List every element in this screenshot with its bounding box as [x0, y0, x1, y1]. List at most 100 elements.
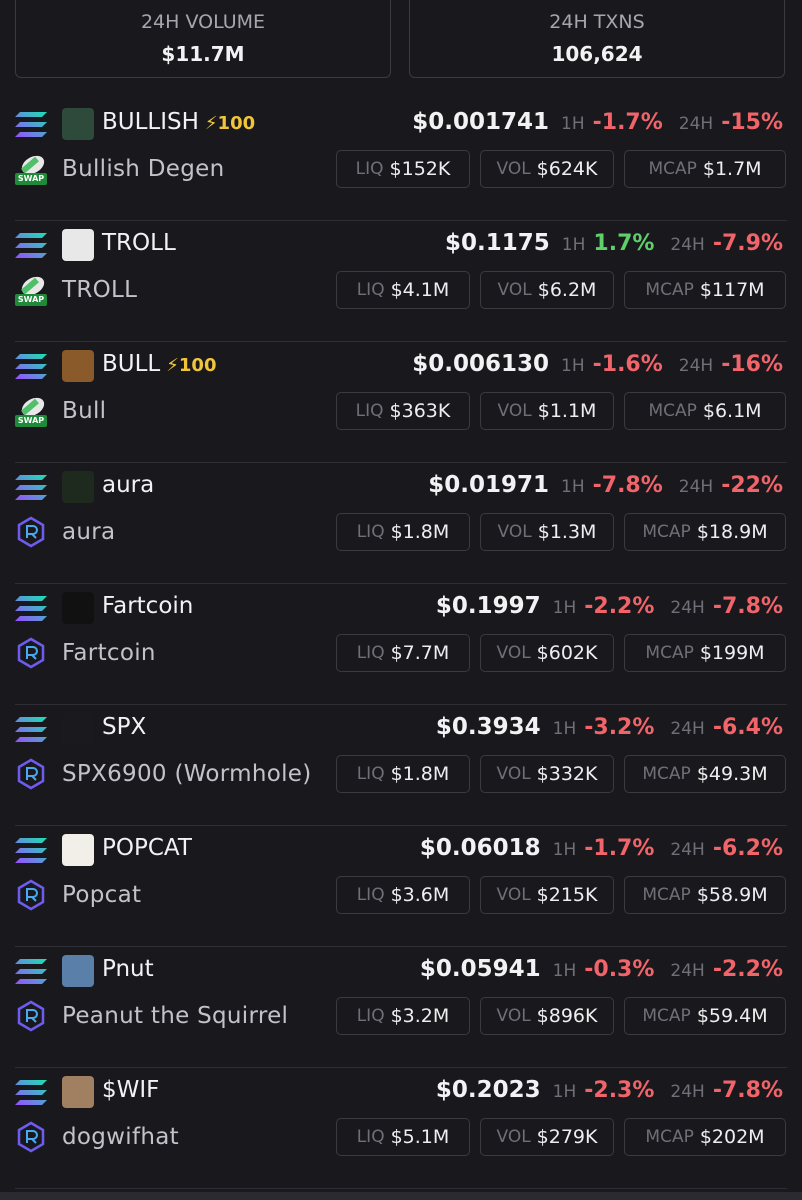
- dex-icon: [15, 879, 47, 911]
- timeframe-label: 24H: [678, 477, 714, 497]
- token-symbol: BULLISH ⚡100: [102, 109, 256, 135]
- token-row[interactable]: $WIF $0.2023 1H -2.3% 24H -7.8% dogwifhat LIQ $5…: [0, 1068, 802, 1189]
- timeframe-label: 24H: [670, 719, 705, 739]
- token-row[interactable]: SWAP TROLL $0.1175 1H 1.7% 24H -7.9% TROLL LIQ $4…: [0, 221, 802, 342]
- token-row[interactable]: Pnut $0.05941 1H -0.3% 24H -2.2% Peanut the Sq…: [0, 947, 802, 1068]
- price-stats: $0.06018 1H -1.7% 24H -6.2%: [420, 835, 783, 861]
- chain-icon: [15, 111, 47, 139]
- token-row[interactable]: SPX $0.3934 1H -3.2% 24H -6.4% SPX6900 (Wormho…: [0, 705, 802, 826]
- row-separator: [15, 341, 787, 342]
- timeframe-label: 1H: [561, 356, 585, 376]
- dex-icon: SWAP: [15, 274, 47, 306]
- liq-pill: LIQ $152K: [336, 150, 470, 188]
- token-symbol: POPCAT: [102, 835, 192, 861]
- token-symbol: $WIF: [102, 1077, 160, 1103]
- timeframe-label: 1H: [552, 961, 577, 981]
- timeframe-label: 24H: [670, 840, 705, 860]
- chain-icon: [15, 353, 47, 381]
- token-row[interactable]: POPCAT $0.06018 1H -1.7% 24H -6.2% Popcat LIQ $3…: [0, 826, 802, 947]
- token-avatar: [62, 1076, 94, 1108]
- pill-label: LIQ: [356, 1006, 385, 1026]
- chain-icon: [15, 958, 47, 986]
- token-price: $0.001741: [412, 109, 550, 135]
- pill-value: $5.1M: [390, 1126, 450, 1148]
- token-row[interactable]: aura $0.01971 1H -7.8% 24H -22% aura LIQ $1.8M VO…: [0, 463, 802, 584]
- stat-value: 106,624: [551, 42, 643, 66]
- token-avatar: [62, 350, 94, 382]
- token-symbol: TROLL: [102, 230, 176, 256]
- pill-value: $117M: [699, 279, 765, 301]
- pill-label: LIQ: [356, 643, 385, 663]
- price-stats: $0.05941 1H -0.3% 24H -2.2%: [420, 956, 783, 982]
- pill-label: MCAP: [645, 1127, 694, 1147]
- token-avatar: [62, 592, 94, 624]
- timeframe-label: 1H: [552, 598, 577, 618]
- pill-value: $1.8M: [390, 763, 450, 785]
- dex-icon: [15, 637, 47, 669]
- row-separator: [15, 583, 787, 584]
- liq-pill: LIQ $1.8M: [336, 755, 470, 793]
- pill-value: $1.8M: [390, 521, 450, 543]
- price-stats: $0.01971 1H -7.8% 24H -22%: [428, 472, 783, 498]
- mcap-pill: MCAP $58.9M: [624, 876, 786, 914]
- change-1h: -2.3%: [584, 1078, 655, 1103]
- row-separator: [15, 825, 787, 826]
- change-1h: -7.8%: [592, 473, 663, 498]
- token-name: Peanut the Squirrel: [62, 1003, 289, 1029]
- token-name: SPX6900 (Wormhole): [62, 761, 312, 787]
- token-name: Bullish Degen: [62, 156, 225, 182]
- pill-value: $602K: [536, 642, 598, 664]
- change-24h: -16%: [721, 352, 783, 377]
- vol-pill: VOL $624K: [480, 150, 614, 188]
- price-stats: $0.2023 1H -2.3% 24H -7.8%: [436, 1077, 783, 1103]
- stat-value: $11.7M: [161, 42, 245, 66]
- dex-icon: SWAP: [15, 395, 47, 427]
- pill-value: $896K: [536, 1005, 598, 1027]
- pill-value: $6.2M: [537, 279, 597, 301]
- mcap-pill: MCAP $49.3M: [624, 755, 786, 793]
- dex-icon: [15, 758, 47, 790]
- change-1h: -1.7%: [584, 836, 655, 861]
- change-24h: -6.4%: [712, 715, 783, 740]
- change-1h: -1.7%: [592, 110, 663, 135]
- pill-value: $18.9M: [696, 521, 768, 543]
- token-name: Bull: [62, 398, 107, 424]
- timeframe-label: 1H: [552, 1082, 577, 1102]
- token-price: $0.01971: [428, 472, 550, 498]
- row-separator: [15, 220, 787, 221]
- token-price: $0.1997: [435, 593, 541, 619]
- chain-icon: [15, 232, 47, 260]
- change-24h: -15%: [721, 110, 783, 135]
- pill-value: $3.2M: [390, 1005, 450, 1027]
- vol-pill: VOL $6.2M: [480, 271, 614, 309]
- price-stats: $0.001741 1H -1.7% 24H -15%: [412, 109, 783, 135]
- token-avatar: [62, 471, 94, 503]
- mcap-pill: MCAP $59.4M: [624, 997, 786, 1035]
- pill-label: LIQ: [356, 764, 385, 784]
- mcap-pill: MCAP $18.9M: [624, 513, 786, 551]
- token-row[interactable]: SWAP BULLISH ⚡100 $0.001741 1H -1.7% 24H -15% Bu…: [0, 100, 802, 221]
- token-symbol: Fartcoin: [102, 593, 194, 619]
- vol-pill: VOL $602K: [480, 634, 614, 672]
- pill-value: $58.9M: [696, 884, 768, 906]
- row-separator: [15, 462, 787, 463]
- dex-icon: [15, 1000, 47, 1032]
- token-avatar: [62, 108, 94, 140]
- pill-label: LIQ: [355, 159, 384, 179]
- pill-label: VOL: [497, 522, 532, 542]
- pill-value: $1.1M: [537, 400, 597, 422]
- token-row[interactable]: Fartcoin $0.1997 1H -2.2% 24H -7.8% Fartcoin LI…: [0, 584, 802, 705]
- dex-badge: SWAP: [17, 174, 45, 183]
- token-avatar: [62, 229, 94, 261]
- change-1h: -3.2%: [584, 715, 655, 740]
- vol-pill: VOL $1.1M: [480, 392, 614, 430]
- stat-label: 24H VOLUME: [140, 11, 266, 33]
- chain-icon: [15, 474, 47, 502]
- pill-value: $624K: [536, 158, 598, 180]
- chain-icon: [15, 716, 47, 744]
- timeframe-label: 24H: [670, 235, 705, 255]
- dex-badge: SWAP: [17, 416, 45, 425]
- token-row[interactable]: SWAP BULL ⚡100 $0.006130 1H -1.6% 24H -16% Bull L…: [0, 342, 802, 463]
- chain-icon: [15, 1079, 47, 1107]
- pill-value: $49.3M: [696, 763, 768, 785]
